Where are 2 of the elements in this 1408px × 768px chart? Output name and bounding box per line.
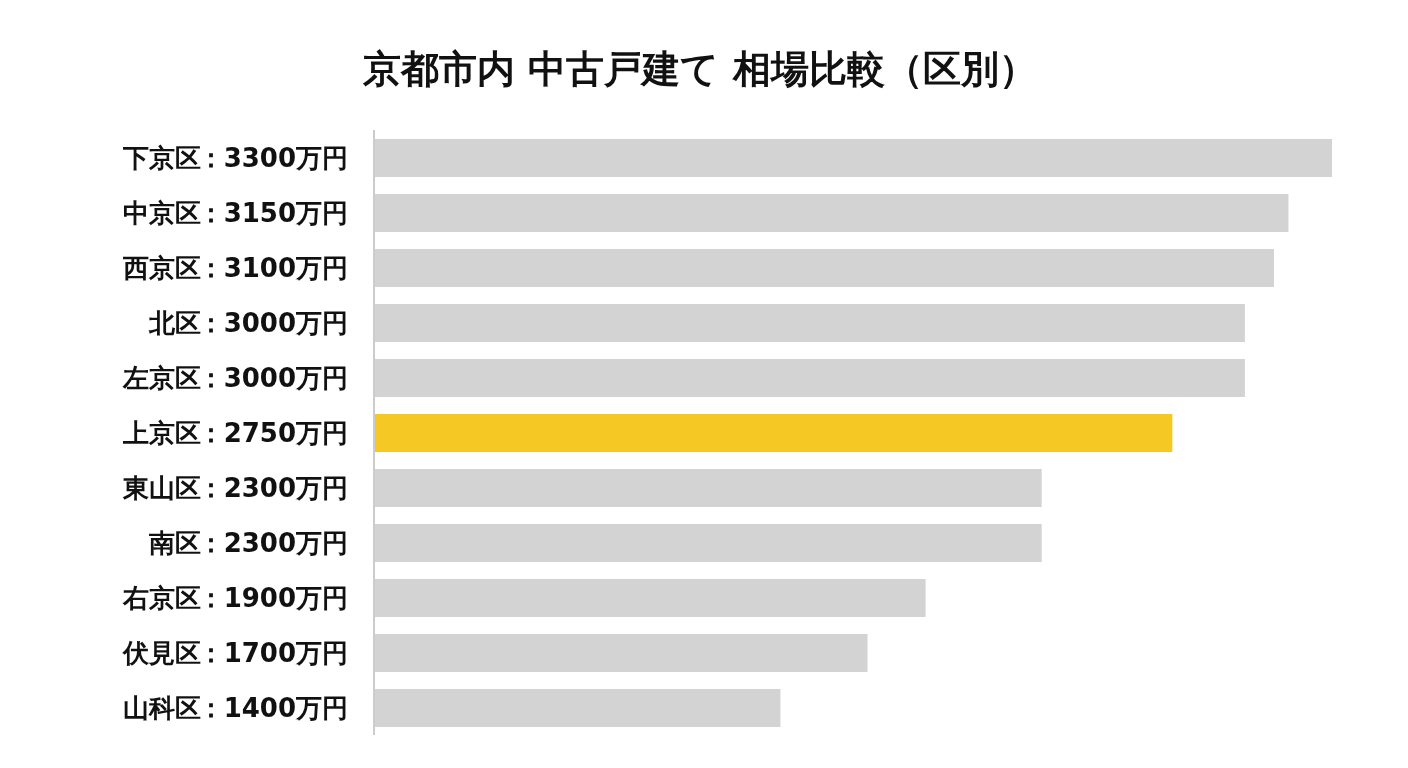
chart-title: 京都市内 中古戸建て 相場比較（区別） (362, 47, 1037, 91)
bar (374, 414, 1173, 452)
